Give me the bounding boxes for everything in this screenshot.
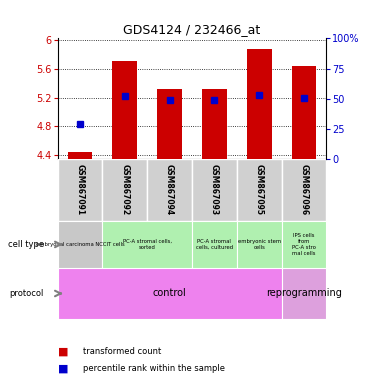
Text: GSM867094: GSM867094: [165, 164, 174, 215]
Text: PC-A stromal
cells, cultured: PC-A stromal cells, cultured: [196, 239, 233, 250]
Bar: [147, 159, 192, 220]
Bar: [282, 159, 326, 220]
Title: GDS4124 / 232466_at: GDS4124 / 232466_at: [124, 23, 260, 36]
Text: ■: ■: [58, 346, 68, 356]
Bar: [157, 89, 182, 159]
Text: embryonic stem
cells: embryonic stem cells: [238, 239, 281, 250]
Text: PC-A stromal cells,
sorted: PC-A stromal cells, sorted: [123, 239, 172, 250]
Bar: [102, 220, 192, 268]
Bar: [192, 220, 237, 268]
Text: percentile rank within the sample: percentile rank within the sample: [83, 364, 226, 373]
Text: GSM867093: GSM867093: [210, 164, 219, 215]
Text: GSM867096: GSM867096: [299, 164, 309, 215]
Text: GSM867091: GSM867091: [75, 164, 85, 215]
Bar: [202, 89, 227, 159]
Text: control: control: [153, 288, 187, 298]
Text: transformed count: transformed count: [83, 347, 162, 356]
Text: embryonal carcinoma NCCIT cells: embryonal carcinoma NCCIT cells: [36, 242, 124, 247]
Text: reprogramming: reprogramming: [266, 288, 342, 298]
Text: ■: ■: [58, 364, 68, 374]
Bar: [58, 220, 102, 268]
Bar: [102, 159, 147, 220]
Text: cell type: cell type: [8, 240, 44, 249]
Bar: [112, 61, 137, 159]
Bar: [292, 66, 316, 159]
Bar: [192, 159, 237, 220]
Text: GSM867092: GSM867092: [120, 164, 129, 215]
Bar: [282, 220, 326, 268]
Bar: [237, 159, 282, 220]
Text: GSM867095: GSM867095: [255, 164, 264, 215]
Bar: [247, 48, 272, 159]
Text: protocol: protocol: [10, 289, 44, 298]
Bar: [58, 268, 282, 319]
Text: IPS cells
from
PC-A stro
mal cells: IPS cells from PC-A stro mal cells: [292, 233, 316, 256]
Bar: [282, 268, 326, 319]
Bar: [58, 159, 102, 220]
Bar: [237, 220, 282, 268]
Bar: [68, 152, 92, 159]
